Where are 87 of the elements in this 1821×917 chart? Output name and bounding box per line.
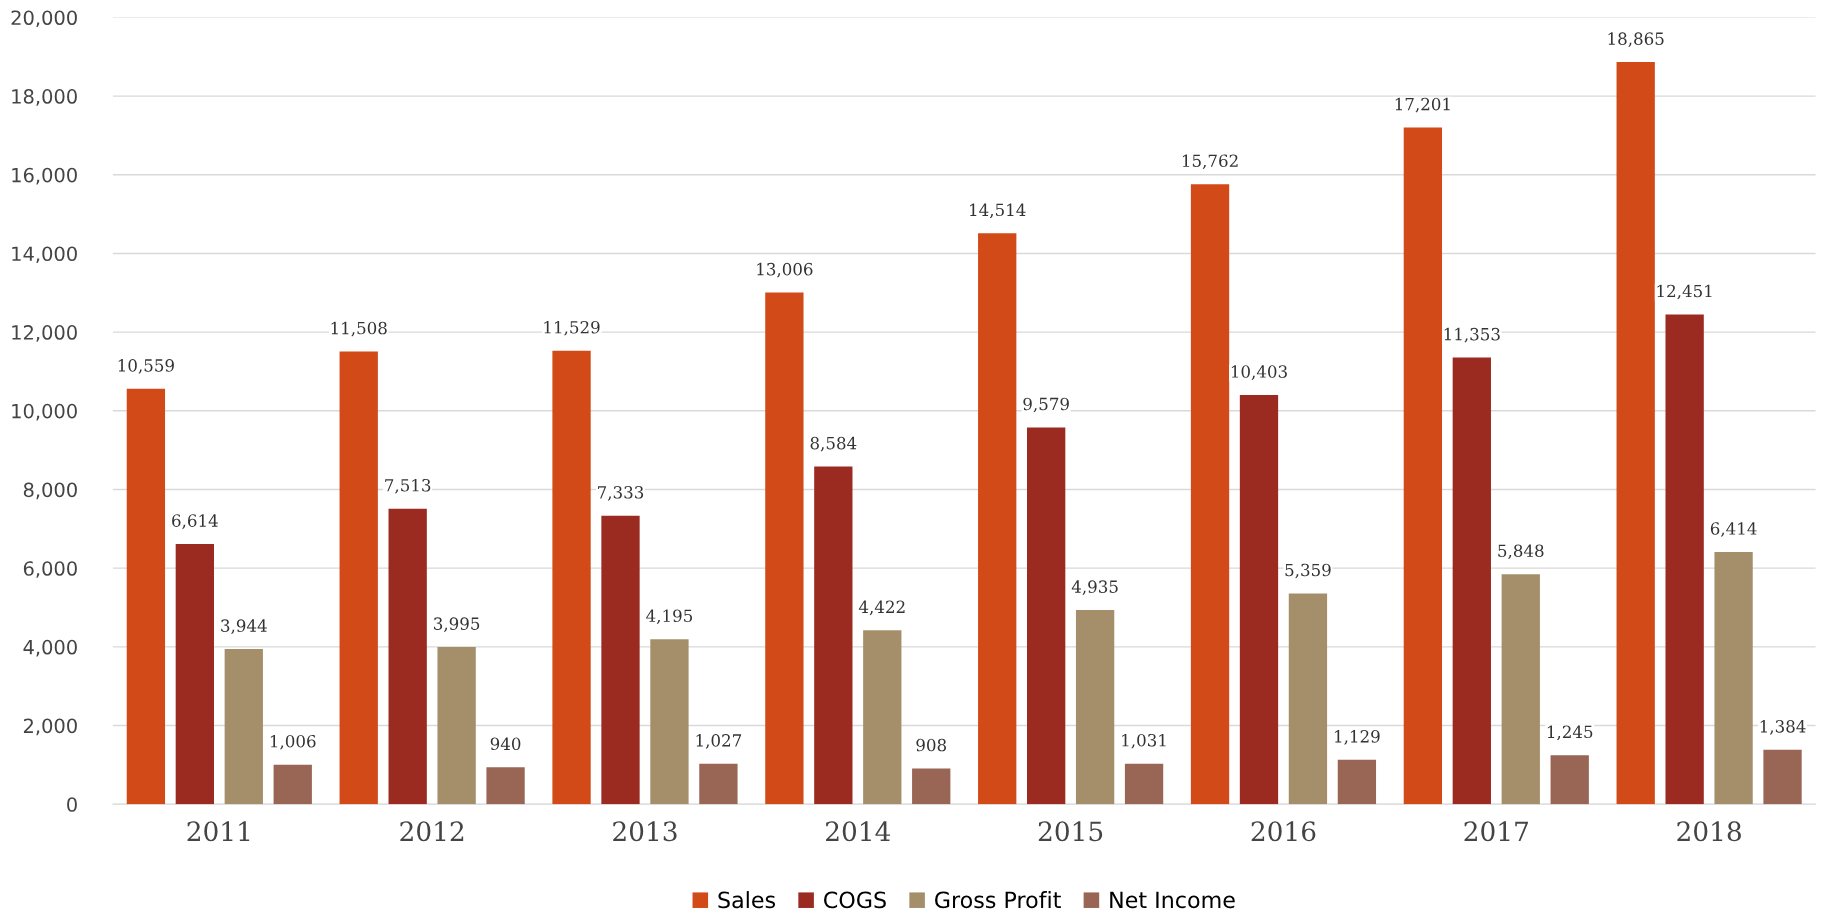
data-label: 3,995: [434, 617, 480, 632]
legend-label: Net Income: [1110, 891, 1235, 909]
bar: [1124, 763, 1164, 805]
data-label: 10,403: [1231, 365, 1287, 380]
bar: [273, 764, 312, 805]
data-label: 940: [490, 737, 521, 751]
bar: [650, 639, 689, 805]
data-label: 11,529: [544, 320, 600, 336]
bar: [1763, 749, 1802, 805]
data-label: 908: [916, 738, 947, 752]
data-label: 11,353: [1444, 327, 1500, 343]
bar: [978, 233, 1017, 805]
bar: [1714, 551, 1753, 805]
bar: [1616, 62, 1655, 805]
bar: [486, 767, 525, 805]
data-label: 9,579: [1023, 397, 1069, 413]
data-label: 1,027: [696, 734, 742, 749]
bar: [1075, 610, 1115, 805]
x-tick-label: 2018: [1677, 821, 1741, 842]
y-tick-label: 18,000: [12, 89, 77, 106]
bar: [1403, 127, 1443, 805]
y-tick-label: 16,000: [12, 167, 77, 185]
bar: [388, 508, 427, 805]
data-label: 7,333: [598, 486, 644, 501]
data-label: 13,006: [757, 262, 813, 278]
bar: [224, 649, 263, 805]
bar: [1027, 427, 1066, 805]
bar: [863, 630, 902, 805]
bar: [339, 351, 378, 805]
data-label: 8,584: [810, 436, 857, 452]
data-label: 4,935: [1071, 580, 1118, 595]
x-tick-label: 2015: [1038, 821, 1103, 842]
y-tick-label: 2,000: [23, 718, 77, 736]
bar: [1239, 394, 1279, 805]
bar: [1501, 574, 1540, 805]
x-tick-label: 2012: [400, 821, 464, 842]
bar: [912, 768, 951, 805]
x-tick-label: 2016: [1251, 821, 1316, 842]
data-label: 1,245: [1547, 725, 1593, 741]
y-tick-label: 12,000: [12, 325, 77, 342]
data-label: 3,944: [221, 619, 267, 634]
bar: [1452, 357, 1491, 805]
data-label: 15,762: [1182, 154, 1238, 170]
x-tick-label: 2017: [1464, 821, 1528, 842]
data-label: 4,422: [858, 600, 905, 616]
data-label: 6,614: [172, 514, 218, 529]
data-label: 1,031: [1122, 733, 1166, 749]
data-label: 18,865: [1608, 32, 1664, 47]
data-label: 12,451: [1657, 284, 1712, 300]
data-label: 5,359: [1285, 563, 1331, 579]
data-label: 5,848: [1498, 544, 1544, 560]
legend-label: Sales: [718, 891, 776, 909]
bar: [552, 350, 591, 805]
bar: [1190, 184, 1230, 805]
legend-label: COGS: [824, 891, 886, 909]
data-label: 1,384: [1760, 720, 1806, 735]
y-tick-label: 10,000: [12, 403, 77, 421]
y-tick-label: 0: [67, 797, 77, 812]
bar: [126, 388, 166, 805]
bar: [1550, 755, 1589, 805]
data-label: 10,559: [118, 359, 174, 374]
data-label: 6,414: [1710, 522, 1757, 537]
data-label: 7,513: [385, 478, 431, 494]
y-tick-label: 4,000: [23, 639, 77, 657]
data-label: 4,195: [646, 609, 693, 625]
x-tick-label: 2011: [187, 821, 250, 842]
bar: [699, 763, 738, 805]
bar: [437, 647, 476, 805]
bar: [1665, 314, 1704, 805]
bar: [1288, 593, 1328, 805]
data-label: 17,201: [1395, 97, 1450, 113]
bar: [765, 292, 804, 805]
bar: [601, 515, 640, 805]
bar: [814, 466, 853, 805]
legend-label: Gross Profit: [935, 891, 1061, 909]
x-tick-label: 2014: [826, 821, 891, 842]
y-tick-label: 8,000: [23, 482, 77, 500]
data-label: 1,129: [1335, 730, 1380, 745]
data-label: 14,514: [970, 203, 1026, 219]
bar: [1337, 759, 1377, 805]
y-tick-label: 6,000: [23, 561, 77, 578]
y-tick-label: 20,000: [11, 10, 77, 28]
data-label: 11,508: [331, 321, 387, 337]
bar: [175, 544, 214, 805]
x-tick-label: 2013: [613, 821, 677, 842]
data-label: 1,006: [270, 734, 316, 750]
y-tick-label: 14,000: [12, 246, 77, 264]
